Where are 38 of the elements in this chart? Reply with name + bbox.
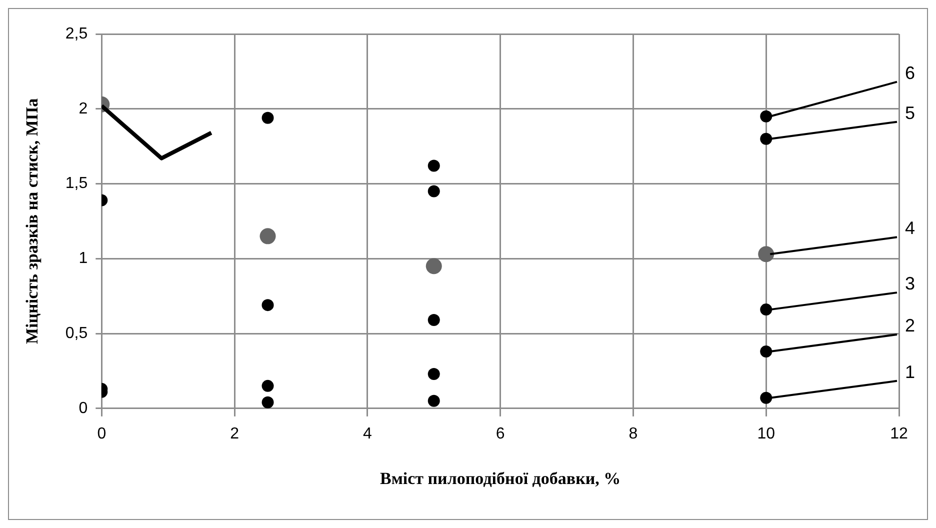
x-tick-label: 0 [97, 425, 106, 442]
point [760, 304, 772, 316]
point [428, 160, 440, 172]
text: 2 [905, 315, 916, 336]
text: 4 [905, 218, 916, 238]
point [758, 246, 774, 262]
point [760, 110, 772, 122]
point [426, 258, 442, 274]
point [262, 380, 274, 392]
point [428, 394, 440, 407]
y-tick-label: 2 [78, 100, 88, 118]
point [262, 112, 274, 124]
point [428, 368, 440, 380]
y-tick-label: 0,5 [65, 324, 88, 342]
point [262, 396, 274, 408]
point [760, 345, 772, 358]
text: 5 [905, 102, 916, 123]
point [760, 392, 772, 404]
point [760, 132, 772, 145]
point [260, 228, 276, 244]
x-tick-label: 4 [362, 425, 372, 442]
point [428, 185, 440, 198]
text: 3 [905, 274, 916, 294]
text: 6 [905, 62, 916, 83]
x-tick-label: 2 [230, 425, 240, 442]
text: 1 [905, 362, 916, 382]
x-tick-label: 8 [628, 425, 638, 442]
y-tick-label: 2,5 [65, 25, 88, 42]
x-axis-title: Вміст пилоподібної добавки, % [380, 469, 621, 488]
y-tick-label: 0 [78, 400, 88, 417]
y-tick-label: 1,5 [65, 175, 88, 192]
x-tick-label: 12 [890, 425, 908, 442]
point [262, 299, 274, 312]
y-axis-title: Міцність зразків на стиск, МПа [22, 98, 42, 344]
x-tick-label: 10 [757, 425, 776, 442]
point [428, 314, 440, 326]
x-tick-label: 6 [496, 425, 505, 442]
y-tick-label: 1 [78, 250, 88, 268]
